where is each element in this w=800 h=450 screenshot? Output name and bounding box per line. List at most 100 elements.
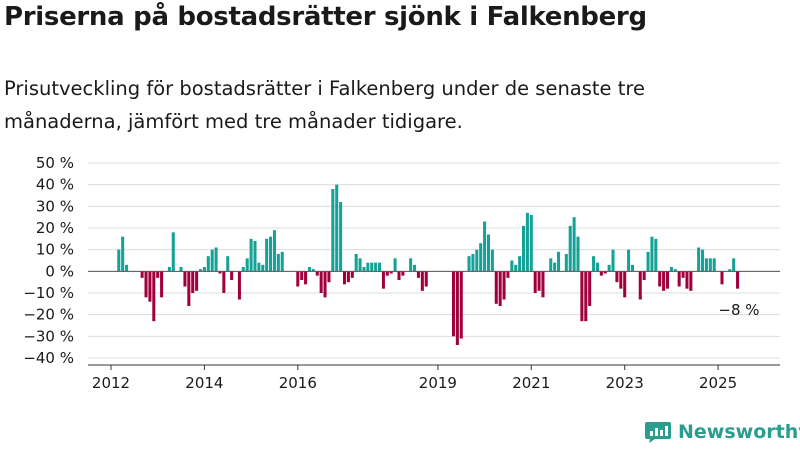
bar xyxy=(712,258,716,272)
y-tick-label: −20 % xyxy=(23,306,74,324)
bar xyxy=(646,251,650,272)
bar xyxy=(214,247,218,272)
bar xyxy=(198,269,203,272)
bar xyxy=(553,262,557,272)
y-tick-label: −10 % xyxy=(23,284,74,302)
bar xyxy=(331,189,335,272)
bar xyxy=(210,249,214,272)
bar xyxy=(381,271,385,289)
bar xyxy=(665,271,670,289)
bar xyxy=(280,251,284,272)
bar xyxy=(160,271,164,298)
bar xyxy=(342,271,347,285)
bar xyxy=(619,271,623,289)
bar xyxy=(467,256,471,272)
bar xyxy=(479,243,483,272)
bar xyxy=(673,269,677,272)
page-title: Priserna på bostadsrätter sjönk i Falken… xyxy=(4,2,647,32)
bar xyxy=(413,264,417,272)
bar xyxy=(514,264,518,272)
bar xyxy=(125,264,129,272)
bar xyxy=(346,271,350,283)
bar xyxy=(654,238,658,272)
chart-bubble-icon xyxy=(645,422,671,443)
bar xyxy=(521,225,526,272)
x-tick-label: 2023 xyxy=(606,374,644,392)
bar xyxy=(588,271,592,306)
bar xyxy=(599,271,603,276)
bar xyxy=(171,232,175,272)
bar xyxy=(409,258,413,272)
bar xyxy=(319,271,323,293)
bar xyxy=(549,258,553,272)
bar xyxy=(296,271,300,287)
y-tick-label: 10 % xyxy=(36,241,74,259)
bar xyxy=(179,267,183,272)
bar xyxy=(451,271,455,337)
bar xyxy=(191,271,195,293)
bar xyxy=(152,271,156,322)
bar xyxy=(272,230,276,272)
bar xyxy=(580,271,584,322)
y-tick-label: 20 % xyxy=(36,219,74,237)
bar xyxy=(584,271,588,322)
bar xyxy=(183,271,187,287)
x-tick-label: 2021 xyxy=(512,374,550,392)
bar xyxy=(502,271,506,300)
last-value-label: −8 % xyxy=(718,301,759,319)
bar xyxy=(681,271,685,278)
bar xyxy=(471,254,475,272)
bar xyxy=(397,271,401,280)
bar xyxy=(669,267,673,272)
bar xyxy=(529,215,533,272)
bar xyxy=(689,271,693,291)
bar xyxy=(728,269,732,272)
bar xyxy=(378,262,382,272)
bar xyxy=(335,184,339,272)
bar xyxy=(506,271,510,278)
bar xyxy=(416,271,420,278)
bar xyxy=(230,271,234,280)
bar xyxy=(167,267,171,272)
bar xyxy=(592,256,596,272)
bar xyxy=(697,247,701,272)
bar xyxy=(354,254,358,272)
bar xyxy=(424,271,428,287)
bar xyxy=(486,234,491,272)
bar xyxy=(541,271,545,298)
bar xyxy=(257,262,261,272)
bar xyxy=(638,271,642,300)
grid-lines xyxy=(88,162,780,359)
page-subtitle: Prisutveckling för bostadsrätter i Falke… xyxy=(4,77,645,133)
bar xyxy=(315,271,319,276)
bar xyxy=(362,267,366,272)
bar xyxy=(557,251,561,272)
x-tick-label: 2014 xyxy=(185,374,223,392)
bar xyxy=(237,271,241,300)
bar xyxy=(494,271,498,304)
y-tick-label: 0 % xyxy=(45,262,74,280)
bar xyxy=(568,225,572,272)
bar xyxy=(358,258,362,272)
bar xyxy=(564,254,568,272)
bar xyxy=(475,249,479,272)
bar xyxy=(642,271,646,280)
y-tick-label: 50 % xyxy=(36,154,74,172)
bar xyxy=(307,267,311,272)
y-tick-label: 40 % xyxy=(36,176,74,194)
y-tick-label: −30 % xyxy=(23,327,74,345)
bar xyxy=(195,271,199,291)
bar xyxy=(615,271,619,283)
bar xyxy=(374,262,378,272)
bar xyxy=(483,221,487,272)
bar xyxy=(393,258,397,272)
y-tick-label: 30 % xyxy=(36,197,74,215)
bar xyxy=(459,271,463,339)
bar xyxy=(685,271,689,289)
bar xyxy=(222,271,226,293)
bar xyxy=(218,271,222,274)
bar xyxy=(366,262,370,272)
bar xyxy=(370,262,374,272)
bar xyxy=(323,271,327,298)
bar xyxy=(276,254,280,272)
